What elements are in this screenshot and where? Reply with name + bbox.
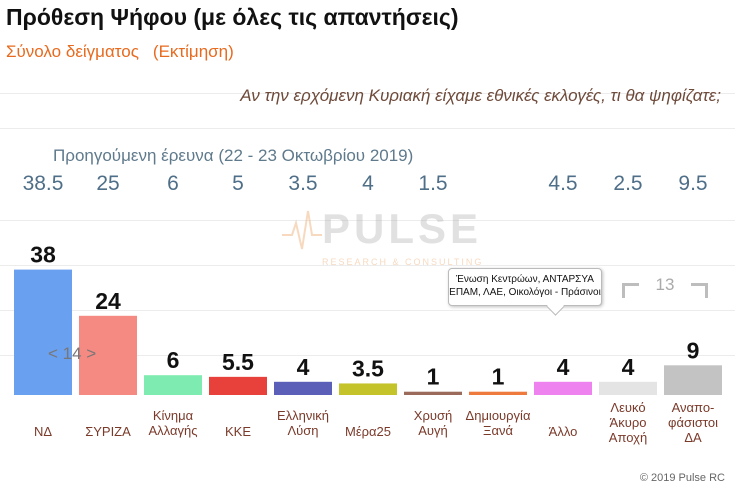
- previous-value: 4.5: [548, 172, 578, 195]
- value-label: 3.5: [352, 355, 384, 381]
- sample-label: Σύνολο δείγματος: [6, 42, 139, 61]
- gridline: [0, 310, 735, 311]
- bar-1: [14, 269, 72, 395]
- bracket-left: [622, 283, 639, 298]
- chart-title: Πρόθεση Ψήφου (με όλες τις απαντήσεις): [6, 4, 459, 30]
- bar-7: [404, 391, 462, 395]
- other-parties-callout: Ένωση Κεντρώων, ΑΝΤΑΡΣΥΑ ΕΠΑΜ, ΛΑΕ, Οικο…: [448, 268, 602, 306]
- gridline: [0, 355, 735, 356]
- previous-value: 9.5: [678, 172, 708, 195]
- value-label: 6: [167, 347, 180, 373]
- chart-subtitle: Σύνολο δείγματος (Εκτίμηση): [6, 42, 234, 62]
- bar-10: [599, 381, 657, 395]
- bar-9: [534, 381, 592, 395]
- value-label: 1: [427, 364, 440, 390]
- gridline: [0, 93, 735, 94]
- value-label: 4: [557, 354, 570, 380]
- value-label: 38: [30, 242, 56, 268]
- bar-4: [209, 376, 267, 395]
- bracket-total: 13: [655, 275, 675, 294]
- bar-5: [274, 381, 332, 395]
- value-label: 4: [297, 354, 310, 380]
- category-label: Ελληνική Λύση: [277, 408, 329, 438]
- gridline: [0, 265, 735, 266]
- category-label: Κίνημα Αλλαγής: [149, 408, 198, 438]
- bar-6: [339, 383, 397, 395]
- value-label: 1: [492, 364, 505, 390]
- callout-line-2: ΕΠΑΜ, ΛΑΕ, Οικολόγοι - Πράσινοι: [449, 287, 601, 298]
- previous-value: 4: [362, 172, 374, 195]
- value-label: 24: [95, 288, 121, 314]
- previous-value: 38.5: [22, 172, 64, 195]
- category-label: Αναπο-φάσιστοι ΔΑ: [668, 400, 718, 445]
- category-label: Λευκό Άκυρο Αποχή: [609, 400, 647, 445]
- previous-survey-label: Προηγούμενη έρευνα (22 - 23 Οκτωβρίου 20…: [53, 146, 414, 165]
- bracket-right: [691, 283, 708, 298]
- category-label: ΚΚΕ: [225, 424, 251, 439]
- category-label: Χρυσή Αυγή: [414, 408, 452, 438]
- estimate-label: (Εκτίμηση): [152, 42, 234, 61]
- heartbeat-icon: [282, 210, 322, 250]
- previous-value: 25: [96, 172, 120, 195]
- bar-2: [79, 315, 137, 395]
- gridline: [0, 128, 735, 129]
- value-label: 5.5: [222, 349, 254, 375]
- bar-8: [469, 391, 527, 395]
- category-label: Μέρα25: [345, 424, 391, 439]
- callout-line-1: Ένωση Κεντρώων, ΑΝΤΑΡΣΥΑ: [456, 274, 594, 285]
- logo-tagline: RESEARCH & CONSULTING: [322, 257, 484, 267]
- value-label: 4: [622, 354, 635, 380]
- survey-question: Αν την ερχόμενη Κυριακή είχαμε εθνικές ε…: [240, 86, 721, 105]
- previous-value: 5: [232, 172, 244, 195]
- copyright: © 2019 Pulse RC: [639, 472, 725, 484]
- gridline: [0, 220, 735, 221]
- bar-3: [144, 375, 202, 395]
- difference-label: < 14 >: [48, 344, 97, 363]
- category-label: ΝΔ: [34, 424, 52, 439]
- category-label: Άλλο: [549, 424, 578, 439]
- combined-bracket: 13: [622, 275, 708, 298]
- pulse-logo: PULSE RESEARCH & CONSULTING: [282, 205, 481, 277]
- category-label: ΣΥΡΙΖΑ: [85, 424, 131, 439]
- previous-value: 3.5: [288, 172, 318, 195]
- previous-value: 6: [167, 172, 179, 195]
- category-label: Δημιουργία Ξανά: [466, 408, 531, 438]
- previous-value: 2.5: [613, 172, 643, 195]
- value-label: 9: [687, 337, 700, 363]
- logo-text: PULSE: [322, 205, 483, 252]
- previous-value: 1.5: [418, 172, 448, 195]
- bar-11: [664, 365, 722, 395]
